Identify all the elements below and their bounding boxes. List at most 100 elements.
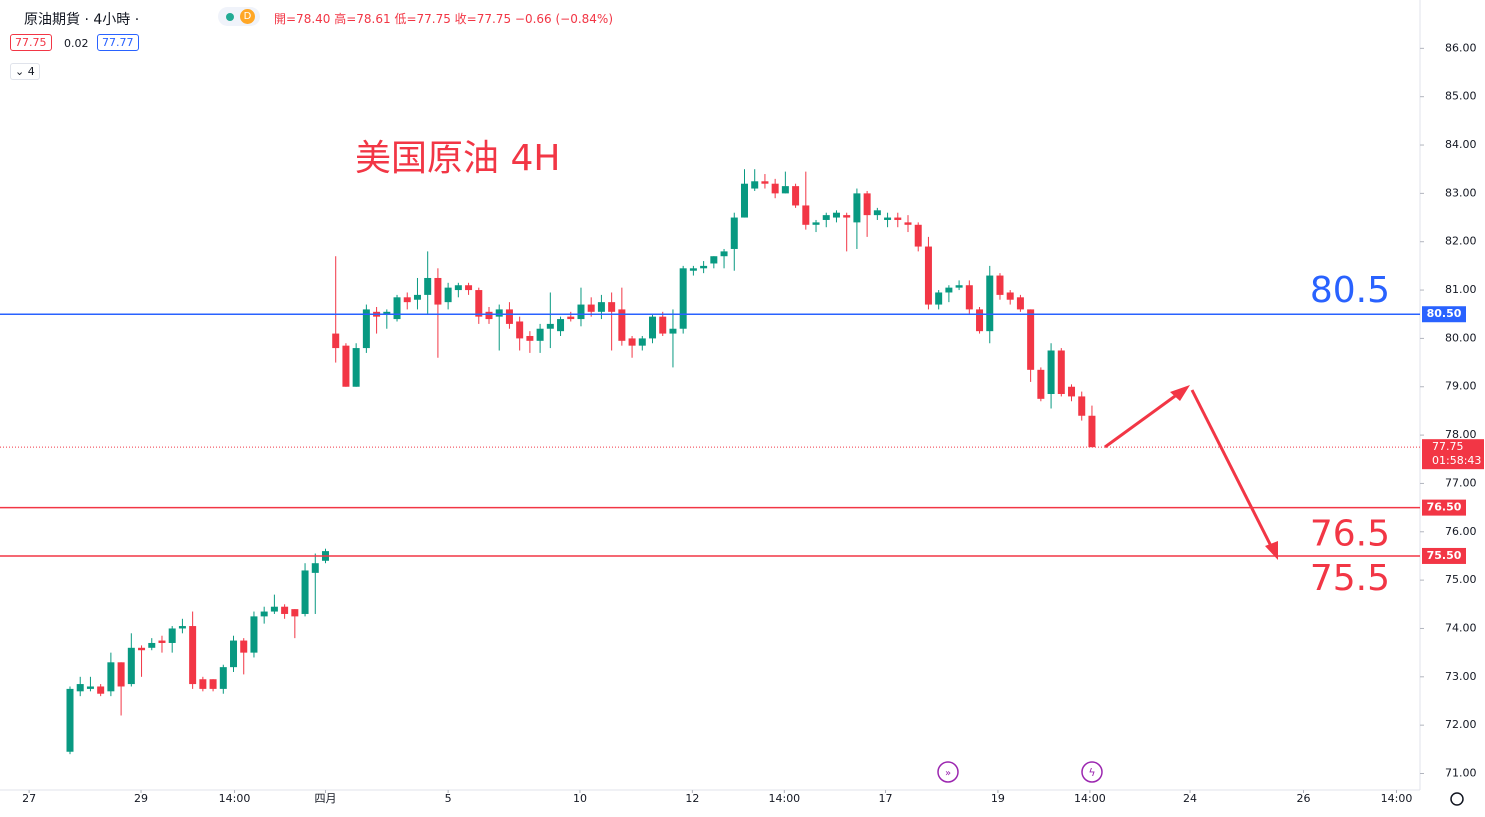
event-icon-glyph: ϟ	[1088, 766, 1095, 779]
candle-body	[935, 292, 943, 305]
candle-body	[1078, 396, 1086, 416]
indicator-toggle[interactable]: ⌄ 4	[10, 63, 40, 80]
level-annotation: 76.5	[1310, 514, 1390, 555]
x-tick-label: 14:00	[1381, 792, 1413, 805]
level-label: 75.50	[1427, 549, 1462, 562]
candle-body	[802, 205, 810, 225]
candle-body	[955, 285, 963, 288]
arrow-head	[1170, 385, 1190, 401]
x-tick-label: 10	[573, 792, 587, 805]
spread: 0.02	[64, 37, 89, 50]
candle-body	[843, 215, 851, 218]
y-tick-label: 72.00	[1445, 718, 1477, 731]
y-tick-label: 79.00	[1445, 380, 1477, 393]
settings-icon[interactable]	[1450, 792, 1464, 806]
candle-body	[403, 297, 411, 303]
status-dot	[226, 13, 234, 21]
price-label: 77.75	[1432, 440, 1464, 453]
candle-body	[669, 328, 677, 334]
candle-body	[781, 186, 789, 194]
arrow-head	[1265, 541, 1278, 560]
candle-body	[250, 616, 258, 653]
candle-body	[751, 181, 759, 189]
candle-body	[434, 277, 442, 305]
ask-box[interactable]: 77.77	[97, 34, 139, 51]
candle-body	[393, 297, 401, 320]
candle-body	[730, 217, 738, 249]
candle-body	[117, 662, 125, 687]
candle-body	[700, 265, 708, 269]
candle-body	[608, 302, 616, 312]
candle-body	[230, 640, 238, 668]
chart-title: 美国原油 4H	[355, 138, 560, 179]
y-tick-label: 71.00	[1445, 766, 1477, 779]
candle-body	[649, 316, 657, 339]
y-tick-label: 81.00	[1445, 283, 1477, 296]
candle-body	[914, 224, 922, 247]
y-tick-label: 74.00	[1445, 621, 1477, 634]
candle-body	[1047, 350, 1055, 394]
candle-body	[199, 679, 207, 689]
candle-body	[832, 212, 840, 218]
candle-body	[127, 647, 135, 685]
candle-body	[342, 345, 350, 387]
candle-body	[495, 309, 503, 317]
candle-body	[209, 679, 217, 689]
arrow	[1190, 389, 1275, 551]
candle-body	[107, 662, 115, 692]
candle-body	[413, 294, 421, 300]
event-icon[interactable]	[1081, 761, 1103, 783]
candle-body	[158, 640, 166, 643]
x-tick-label: 14:00	[768, 792, 800, 805]
candle-body	[546, 323, 554, 329]
y-tick-label: 77.00	[1445, 476, 1477, 489]
candle-body	[771, 183, 779, 194]
candle-body	[597, 302, 605, 312]
candle-body	[689, 268, 697, 271]
level-label-bg	[1422, 499, 1466, 516]
candle-body	[536, 328, 544, 341]
y-tick-label: 83.00	[1445, 186, 1477, 199]
candle-body	[219, 667, 227, 689]
level-label: 80.50	[1427, 307, 1462, 320]
x-tick-label: 四月	[314, 792, 336, 805]
candle-body	[965, 285, 973, 310]
candle-body	[884, 217, 892, 220]
candle-body	[1088, 415, 1096, 448]
y-tick-label: 85.00	[1445, 90, 1477, 103]
candle-body	[86, 686, 94, 689]
candle-body	[516, 321, 524, 339]
candle-body	[465, 285, 473, 291]
y-tick-label: 73.00	[1445, 670, 1477, 683]
candle-body	[873, 210, 881, 216]
event-icon-glyph: »	[945, 768, 951, 779]
candle-body	[168, 628, 176, 643]
candle-body	[475, 290, 483, 317]
candle-body	[270, 606, 278, 612]
candle-body	[557, 319, 565, 332]
bid-box[interactable]: 77.75	[10, 34, 52, 51]
candle-body	[485, 311, 493, 320]
badge: D	[240, 9, 255, 24]
candle-body	[454, 285, 462, 291]
candle-body	[659, 316, 667, 334]
candle-body	[240, 640, 248, 653]
event-icon[interactable]	[937, 761, 959, 783]
candle-body	[628, 338, 636, 346]
ohlc-legend: 開=78.40 高=78.61 低=77.75 收=77.75 −0.66 (−…	[274, 12, 614, 26]
candle-body	[424, 277, 432, 295]
candle-body	[822, 215, 830, 220]
candle-body	[812, 222, 820, 225]
candle-body	[148, 642, 156, 648]
candle-body	[1027, 309, 1035, 370]
candle-body	[710, 256, 718, 264]
candle-body	[986, 275, 994, 332]
candle-body	[904, 222, 912, 225]
candle-body	[189, 626, 197, 685]
countdown-label: 01:58:43	[1432, 454, 1481, 467]
candle-body	[1037, 369, 1045, 399]
candle-body	[1068, 386, 1076, 397]
candle-body	[945, 287, 953, 293]
level-label: 76.50	[1427, 501, 1462, 514]
candle-body	[332, 333, 340, 349]
